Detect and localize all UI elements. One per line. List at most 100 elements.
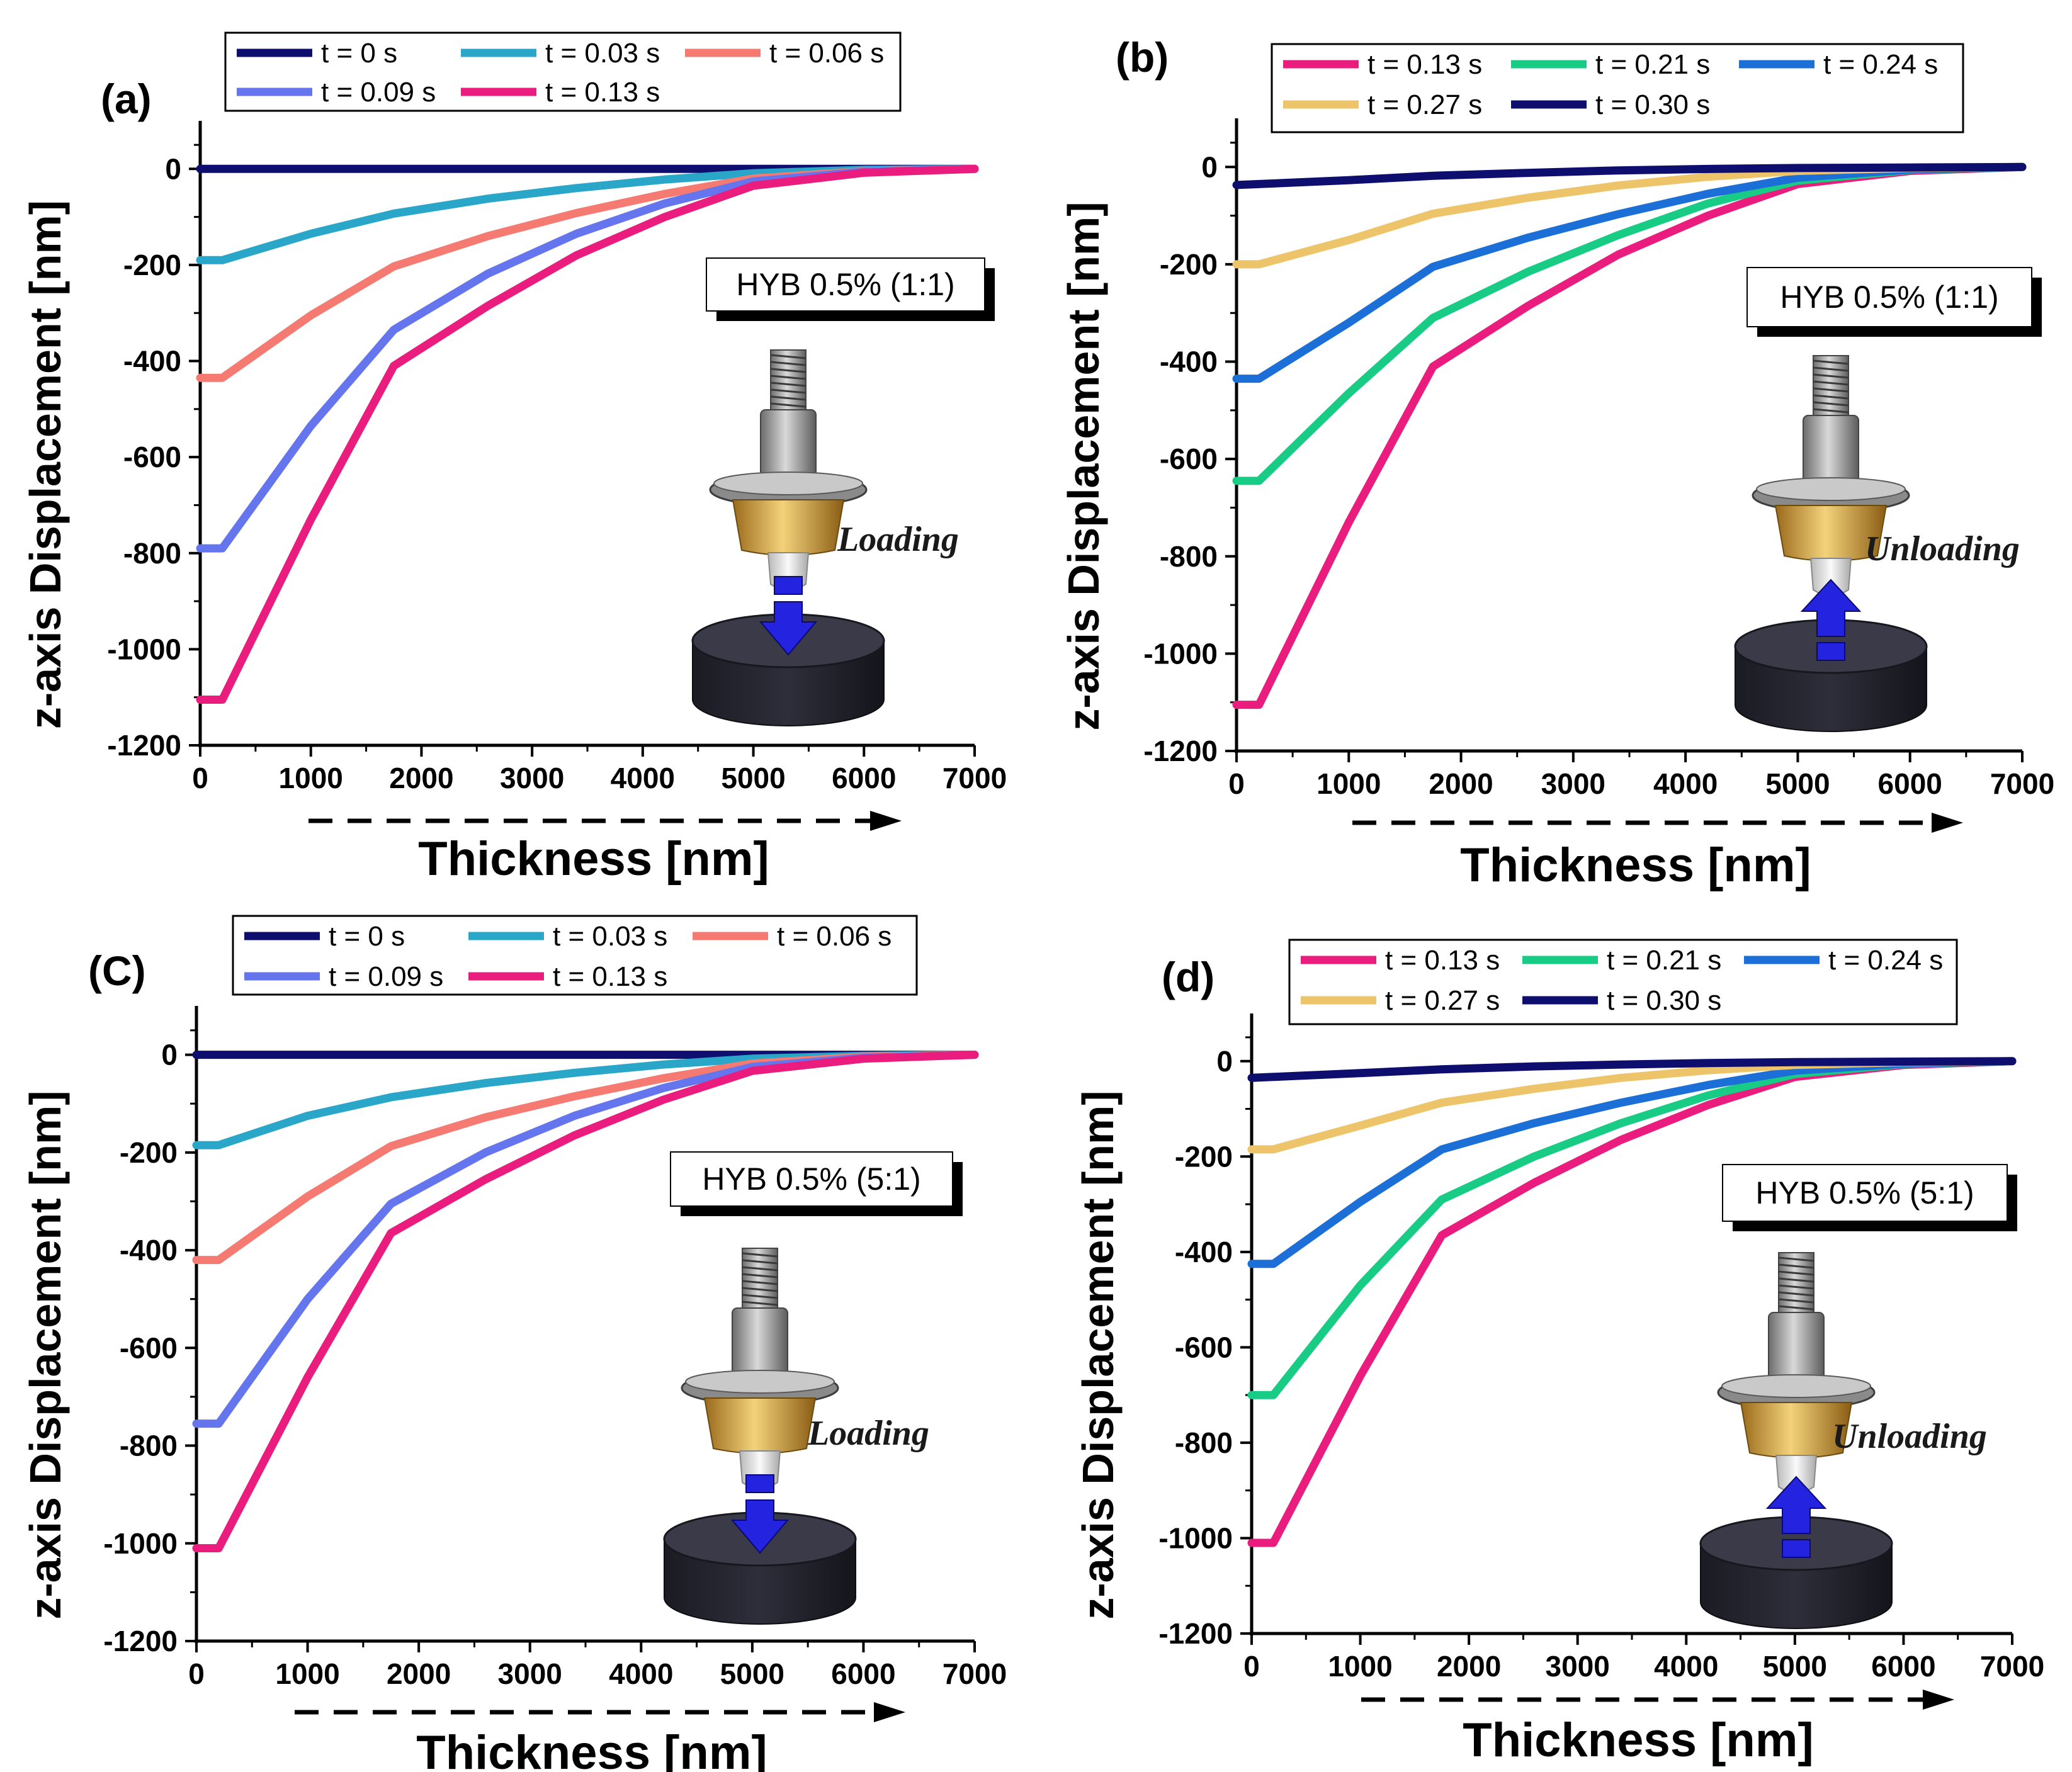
thread-line — [742, 1301, 778, 1306]
x-tick-label: 6000 — [831, 1657, 895, 1690]
y-tick-label: -400 — [120, 1234, 178, 1267]
indenter-thread-icon — [770, 349, 807, 410]
thread-line — [1813, 387, 1849, 393]
y-tick-label: -1000 — [1158, 1521, 1233, 1554]
series-line-3 — [1232, 162, 2027, 383]
mode-label: Unloading — [1865, 529, 2020, 568]
x-tick-label: 7000 — [1990, 767, 2054, 800]
thread-line — [742, 1294, 778, 1299]
y-tick-label: -1000 — [103, 1527, 178, 1560]
y-tick-label: -800 — [123, 537, 181, 570]
thread-line — [1778, 1277, 1814, 1283]
panel-label: (b) — [1116, 34, 1169, 81]
x-axis-title: Thickness [nm] — [418, 832, 769, 886]
legend-label: t = 0.21 s — [1595, 49, 1710, 80]
indenter-flange-top — [1721, 1374, 1871, 1398]
series-line-5 — [1232, 162, 2027, 189]
indenter-illustration — [663, 1248, 857, 1625]
y-axis-title: z-axis Displacement [nm] — [21, 1090, 70, 1619]
y-tick-label: -600 — [120, 1331, 178, 1364]
down-arrow-icon — [759, 601, 818, 656]
material-annotation: HYB 0.5% (1:1) — [736, 267, 954, 302]
indenter-thread-icon — [742, 1248, 778, 1309]
y-tick-label: -400 — [123, 345, 181, 378]
x-tick-label: 6000 — [1878, 767, 1942, 800]
x-tick-label: 7000 — [943, 1657, 1007, 1690]
x-tick-label: 0 — [192, 762, 208, 794]
thread-line — [1778, 1291, 1814, 1297]
panel-b: 0 -200 -400 -600 -800 -1000 -1200 0 1000 2000 3000… — [1059, 34, 2054, 892]
mode-label: Loading — [807, 1414, 929, 1453]
legend-label: t = 0.06 s — [777, 921, 892, 952]
legend-label: t = 0.13 s — [1385, 945, 1500, 976]
thread-line — [742, 1252, 778, 1258]
panel-d: 0 -200 -400 -600 -800 -1000 -1200 0 1000 2000 3000… — [1073, 939, 2044, 1767]
thread-line — [1778, 1256, 1814, 1262]
y-tick-label: -600 — [1175, 1331, 1233, 1363]
indenter-illustration — [1699, 1252, 1893, 1629]
x-tick-label: 1000 — [1328, 1650, 1392, 1683]
x-tick-label: 1000 — [279, 762, 343, 794]
indenter-brass-icon — [732, 499, 845, 556]
legend-label: t = 0.27 s — [1385, 985, 1500, 1016]
panel-label: (C) — [88, 947, 146, 994]
thread-line — [770, 354, 807, 359]
x-tick-label: 4000 — [609, 1657, 673, 1690]
legend-label: t = 0.03 s — [545, 38, 660, 69]
thread-line — [742, 1259, 778, 1265]
thread-line — [742, 1287, 778, 1292]
y-tick-label: -200 — [1175, 1140, 1233, 1173]
x-tick-label: 5000 — [720, 1657, 784, 1690]
thread-line — [742, 1266, 778, 1272]
series-line-3 — [1247, 1057, 2017, 1268]
indenter-shaft-icon — [760, 409, 817, 480]
x-tick-label: 4000 — [1653, 767, 1718, 800]
arrow-block-icon — [1782, 1539, 1811, 1558]
x-tick-label: 1000 — [275, 1657, 339, 1690]
arrow-head-icon — [1923, 1690, 1954, 1710]
annotation-box — [1746, 267, 2032, 327]
up-arrow-icon — [1765, 1476, 1827, 1534]
thread-line — [1813, 359, 1849, 365]
legend-label: t = 0.13 s — [553, 961, 667, 992]
legend-label: t = 0.24 s — [1823, 49, 1938, 80]
arrow-block-icon — [774, 576, 803, 595]
indenter-brass-icon — [703, 1397, 817, 1454]
thread-line — [1778, 1263, 1814, 1269]
x-tick-label: 3000 — [500, 762, 564, 794]
x-tick-label: 3000 — [498, 1657, 562, 1690]
x-tick-label: 2000 — [387, 1657, 451, 1690]
legend-label: t = 0.24 s — [1828, 945, 1943, 976]
indenter-shaft-icon — [1768, 1312, 1825, 1382]
y-tick-label: 0 — [165, 152, 181, 185]
thread-line — [1778, 1305, 1814, 1311]
legend-label: t = 0.21 s — [1607, 945, 1721, 976]
thread-line — [742, 1273, 778, 1278]
y-tick-label: -600 — [123, 441, 181, 473]
y-tick-label: -1200 — [103, 1625, 178, 1657]
panel-c: 0 -200 -400 -600 -800 -1000 -1200 0 1000 2000 3000… — [21, 915, 1007, 1772]
arrow-block-icon — [745, 1474, 774, 1493]
y-tick-label: 0 — [161, 1039, 178, 1071]
x-axis-title: Thickness [nm] — [1463, 1713, 1813, 1767]
y-tick-label: -1200 — [107, 729, 181, 762]
material-annotation: HYB 0.5% (5:1) — [1755, 1175, 1974, 1210]
thread-line — [1778, 1270, 1814, 1276]
thread-line — [1778, 1284, 1814, 1290]
thread-line — [770, 381, 807, 387]
x-tick-label: 4000 — [611, 762, 675, 794]
thread-line — [1778, 1298, 1814, 1304]
legend-label: t = 0.09 s — [321, 77, 436, 108]
thread-line — [770, 361, 807, 366]
thread-line — [1813, 380, 1849, 386]
indenter-thread-icon — [1778, 1252, 1814, 1313]
thread-line — [770, 395, 807, 401]
x-tick-label: 0 — [1243, 1650, 1260, 1683]
x-tick-label: 3000 — [1541, 767, 1605, 800]
y-tick-label: -600 — [1160, 443, 1218, 475]
arrow-head-icon — [874, 1702, 905, 1722]
y-tick-label: 0 — [1201, 150, 1218, 183]
annotation-box — [1722, 1164, 2008, 1222]
y-tick-label: -200 — [120, 1136, 178, 1169]
annotation-box — [706, 257, 985, 312]
